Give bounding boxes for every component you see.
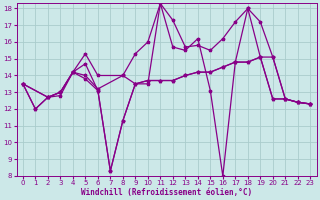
X-axis label: Windchill (Refroidissement éolien,°C): Windchill (Refroidissement éolien,°C) [81, 188, 252, 197]
